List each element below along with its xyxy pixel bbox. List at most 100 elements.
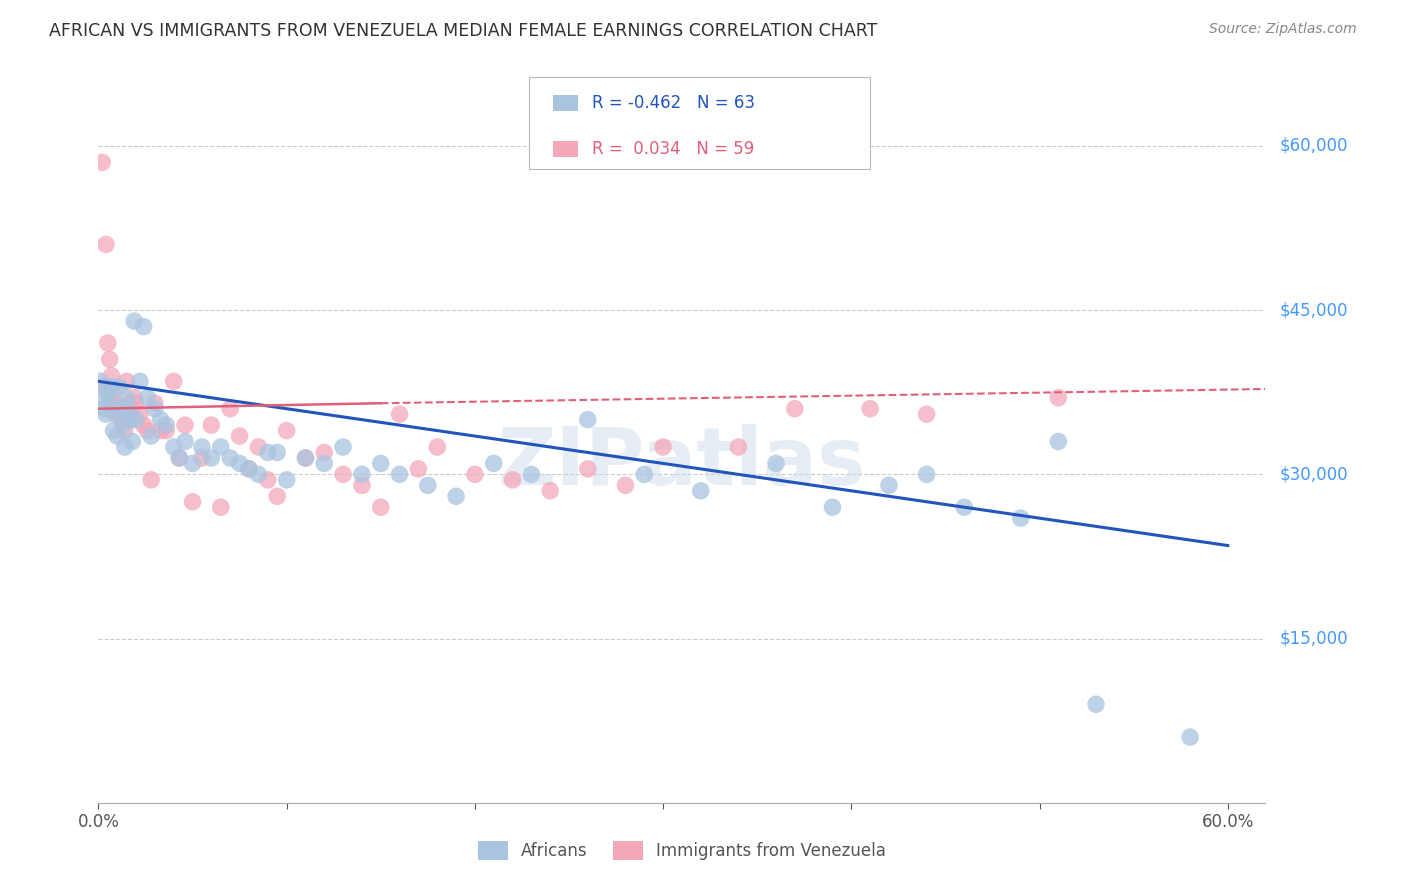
Point bbox=[408, 462, 430, 476]
Point bbox=[482, 457, 505, 471]
Point bbox=[115, 374, 138, 388]
Point bbox=[256, 473, 278, 487]
Point bbox=[191, 450, 214, 465]
Point bbox=[111, 418, 134, 433]
Point bbox=[247, 440, 270, 454]
Point bbox=[110, 401, 132, 416]
Point bbox=[228, 457, 250, 471]
Point bbox=[181, 457, 204, 471]
Point bbox=[350, 478, 373, 492]
Point bbox=[174, 434, 197, 449]
Point bbox=[91, 155, 114, 169]
Point bbox=[97, 336, 120, 351]
Point bbox=[444, 489, 467, 503]
Point bbox=[110, 407, 132, 421]
Point bbox=[332, 467, 354, 482]
Point bbox=[314, 445, 336, 459]
Point bbox=[98, 352, 121, 367]
Text: R = -0.462   N = 63: R = -0.462 N = 63 bbox=[592, 94, 755, 112]
Point bbox=[143, 401, 166, 416]
Point bbox=[350, 467, 373, 482]
Point bbox=[100, 368, 122, 383]
Point bbox=[266, 489, 288, 503]
Point bbox=[149, 424, 172, 438]
Text: $15,000: $15,000 bbox=[1279, 630, 1348, 648]
Point bbox=[132, 418, 155, 433]
Point bbox=[576, 412, 599, 426]
Text: $60,000: $60,000 bbox=[1279, 137, 1348, 155]
Point bbox=[209, 500, 232, 515]
Point bbox=[1047, 391, 1070, 405]
Point bbox=[111, 412, 134, 426]
Point bbox=[953, 500, 976, 515]
Point bbox=[1047, 434, 1070, 449]
Point bbox=[1085, 698, 1108, 712]
Point bbox=[266, 445, 288, 459]
Point bbox=[276, 424, 298, 438]
Point bbox=[136, 424, 159, 438]
Point bbox=[877, 478, 900, 492]
Point bbox=[125, 412, 148, 426]
Point bbox=[294, 450, 316, 465]
Point bbox=[117, 401, 139, 416]
Point bbox=[520, 467, 543, 482]
Point bbox=[122, 314, 145, 328]
Point bbox=[276, 473, 298, 487]
Point bbox=[114, 424, 136, 438]
Point bbox=[200, 450, 222, 465]
Point bbox=[502, 473, 524, 487]
Point bbox=[783, 401, 806, 416]
Point bbox=[103, 385, 125, 400]
Point bbox=[104, 396, 127, 410]
Point bbox=[155, 424, 177, 438]
Text: $45,000: $45,000 bbox=[1279, 301, 1348, 319]
Point bbox=[209, 440, 232, 454]
Point bbox=[370, 500, 392, 515]
Point bbox=[191, 440, 214, 454]
Point bbox=[163, 440, 186, 454]
Point bbox=[388, 407, 411, 421]
Point bbox=[105, 429, 128, 443]
Point bbox=[104, 407, 127, 421]
Point bbox=[128, 374, 150, 388]
Point bbox=[388, 467, 411, 482]
Point bbox=[200, 418, 222, 433]
Text: R =  0.034   N = 59: R = 0.034 N = 59 bbox=[592, 140, 754, 158]
Point bbox=[219, 450, 242, 465]
Point bbox=[128, 407, 150, 421]
Point bbox=[108, 380, 131, 394]
Point bbox=[120, 412, 142, 426]
Point bbox=[247, 467, 270, 482]
Point bbox=[294, 450, 316, 465]
Point bbox=[143, 396, 166, 410]
Point bbox=[576, 462, 599, 476]
Point bbox=[103, 424, 125, 438]
Point bbox=[163, 374, 186, 388]
Point bbox=[370, 457, 392, 471]
Point bbox=[97, 385, 120, 400]
Point bbox=[538, 483, 561, 498]
Point bbox=[98, 396, 121, 410]
Point bbox=[100, 380, 122, 394]
Point bbox=[238, 462, 260, 476]
Point bbox=[91, 391, 114, 405]
Point bbox=[915, 407, 938, 421]
Point bbox=[94, 237, 117, 252]
Point bbox=[614, 478, 637, 492]
Point bbox=[256, 445, 278, 459]
Point bbox=[426, 440, 449, 454]
Point bbox=[689, 483, 711, 498]
Point bbox=[727, 440, 749, 454]
Point bbox=[915, 467, 938, 482]
Point bbox=[93, 401, 115, 416]
Point bbox=[132, 319, 155, 334]
Point bbox=[125, 396, 148, 410]
Point bbox=[139, 429, 162, 443]
Legend: Africans, Immigrants from Venezuela: Africans, Immigrants from Venezuela bbox=[471, 835, 893, 867]
Point bbox=[314, 457, 336, 471]
Point bbox=[94, 407, 117, 421]
Point bbox=[238, 462, 260, 476]
Text: Source: ZipAtlas.com: Source: ZipAtlas.com bbox=[1209, 22, 1357, 37]
Point bbox=[120, 401, 142, 416]
Point bbox=[169, 450, 191, 465]
